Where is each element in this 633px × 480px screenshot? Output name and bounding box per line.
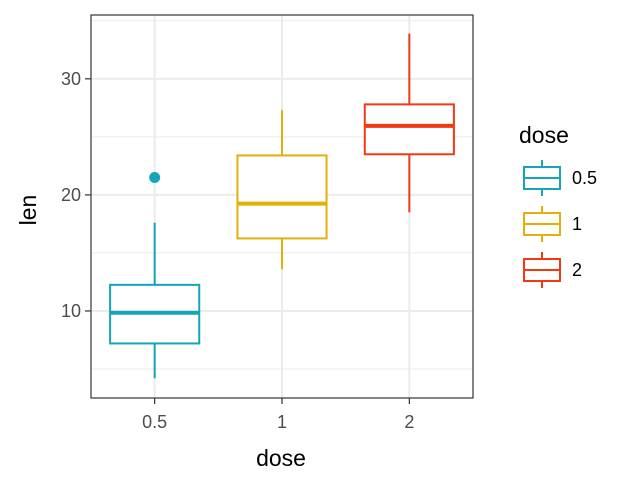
y-tick-label: 30 (61, 69, 81, 89)
x-tick-label: 1 (277, 412, 287, 432)
legend-item-2: 2 (523, 252, 582, 288)
legend-label: 2 (572, 260, 582, 280)
legend-label: 0.5 (572, 168, 597, 188)
legend-label: 1 (572, 214, 582, 234)
legend-item-0-5: 0.5 (523, 160, 597, 196)
y-tick-label: 20 (61, 185, 81, 205)
box-group-2 (363, 33, 455, 213)
box-group-0-5 (109, 171, 201, 379)
legend-item-1: 1 (523, 206, 582, 242)
legend-title: dose (519, 122, 569, 148)
outlier-point (149, 171, 161, 183)
box-series (109, 33, 455, 379)
iqr-box (363, 103, 455, 156)
box-group-1 (236, 110, 328, 270)
x-tick-label: 0.5 (142, 412, 167, 432)
legend: dose 0.5 1 2 (519, 122, 597, 288)
x-tick-label: 2 (404, 412, 414, 432)
x-axis-title: dose (256, 445, 306, 471)
y-axis-title: len (15, 195, 41, 226)
iqr-box (236, 154, 328, 240)
axes: 10 20 30 0.5 1 2 (61, 69, 414, 432)
y-tick-label: 10 (61, 301, 81, 321)
